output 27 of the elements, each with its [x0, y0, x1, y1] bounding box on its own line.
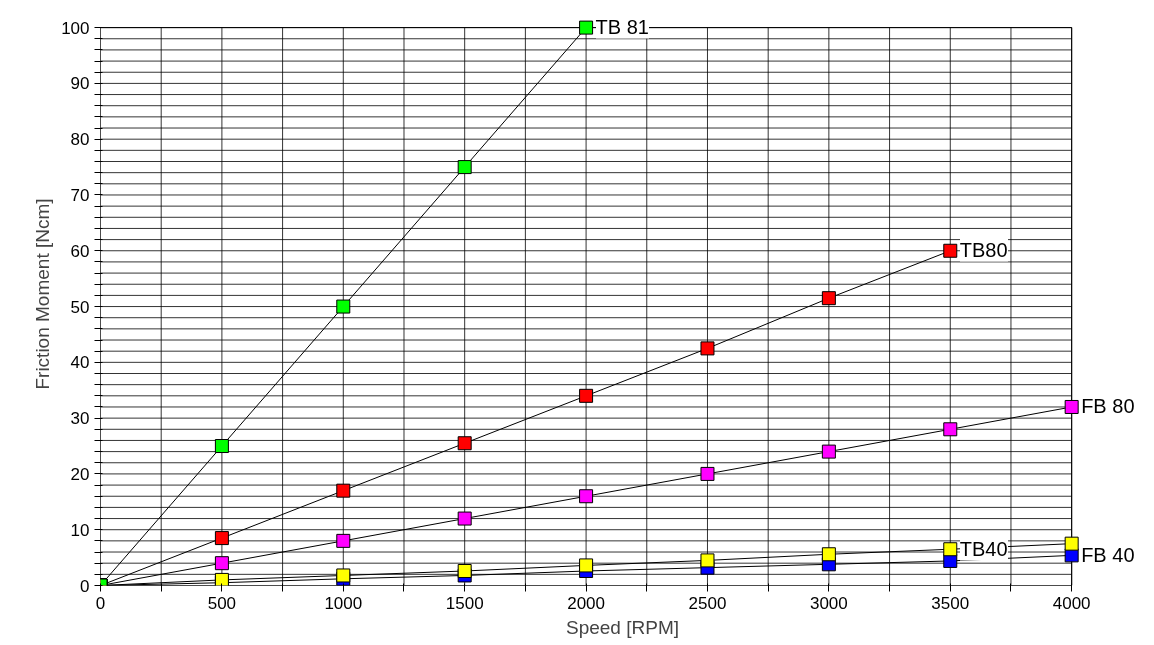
x-tick-label: 500	[207, 593, 237, 613]
y-tick-label: 20	[70, 464, 90, 484]
annotation: TB40	[959, 537, 1008, 561]
y-tick-label: 40	[70, 353, 90, 373]
x-tick-label: 3000	[809, 593, 848, 613]
annotation: FB 40	[1081, 543, 1135, 567]
y-tick-label: 60	[70, 241, 90, 261]
y-tick-label: 0	[80, 576, 90, 596]
x-axis-title: Speed [RPM]	[566, 616, 679, 638]
y-tick-label: 70	[70, 185, 90, 205]
y-axis-title: Friction Moment [Ncm]	[32, 198, 54, 390]
y-tick-label: 10	[70, 520, 90, 540]
y-tick-label: 50	[70, 297, 90, 317]
x-tick-label: 1500	[445, 593, 484, 613]
y-tick-label: 30	[70, 409, 90, 429]
annotation: TB80	[959, 238, 1008, 262]
x-tick-label: 0	[95, 593, 106, 613]
x-tick-label: 3500	[931, 593, 970, 613]
annotation: TB 81	[595, 15, 649, 39]
y-tick-label: 90	[70, 74, 90, 94]
y-tick-label: 100	[61, 18, 90, 38]
annotation: FB 80	[1081, 394, 1135, 418]
x-tick-label: 2500	[688, 593, 727, 613]
x-tick-label: 2000	[567, 593, 605, 613]
y-tick-label: 80	[70, 130, 90, 150]
x-tick-label: 4000	[1052, 593, 1091, 613]
x-tick-label: 1000	[324, 593, 363, 613]
